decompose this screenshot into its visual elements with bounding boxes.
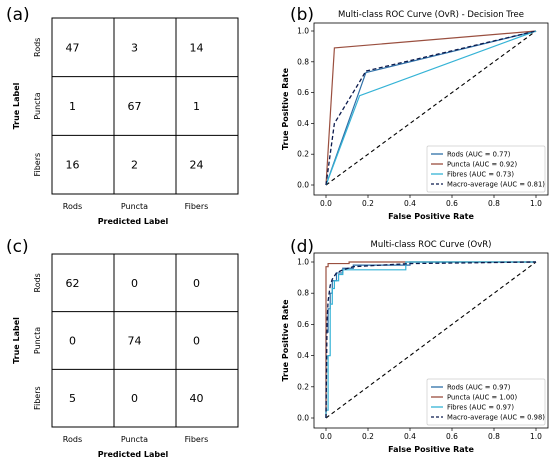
matrix-cell-value: 3: [131, 41, 138, 54]
matrix-cell-value: 0: [69, 335, 76, 348]
matrix-cell-value: 62: [65, 277, 79, 290]
y-axis-label: True Positive Rate: [281, 67, 290, 150]
matrix-cell-value: 1: [69, 100, 76, 113]
legend-entry: Fibres (AUC = 0.97): [447, 403, 514, 411]
x-tick-label: 1.0: [530, 432, 542, 441]
x-tick-label: 0.4: [404, 199, 416, 208]
y-tick-label: 0.0: [297, 414, 309, 423]
roc-series-line: [325, 261, 536, 418]
roc-series-line: [325, 30, 537, 186]
matrix-cell-value: 47: [65, 41, 79, 54]
confusion-matrix-a: 47 3 14 1 67 1 16 2 24 Rods Puncta Fibers Rods Puncta…: [12, 17, 239, 226]
matrix-cell-value: 0: [131, 277, 138, 290]
legend-entry: Rods (AUC = 0.97): [447, 383, 511, 391]
matrix-frame: [51, 17, 239, 195]
matrix-row-label: Fibers: [33, 153, 42, 177]
matrix-col-label: Fibers: [185, 435, 209, 444]
matrix-col-label: Rods: [63, 435, 82, 444]
x-tick-label: 0.2: [362, 199, 374, 208]
y-tick-label: 0.4: [297, 351, 309, 360]
x-tick-label: 0.6: [446, 199, 458, 208]
y-tick-label: 0.2: [297, 150, 309, 159]
x-axis-label: False Positive Rate: [388, 445, 474, 454]
x-tick-label: 0.0: [320, 199, 332, 208]
matrix-row-label: Puncta: [33, 92, 42, 119]
y-tick-label: 0.0: [297, 181, 309, 190]
panel-label-c: (c): [6, 237, 29, 257]
matrix-frame: [51, 253, 239, 428]
y-axis-label: True Positive Rate: [281, 299, 290, 382]
matrix-cell-value: 16: [65, 159, 79, 172]
matrix-cell-value: 0: [131, 392, 138, 405]
chart-title: Multi-class ROC Curve (OvR): [371, 240, 492, 250]
y-tick-label: 1.0: [297, 258, 309, 267]
matrix-col-label: Puncta: [121, 202, 148, 211]
confusion-matrix-c: 62 0 0 0 74 0 5 0 40 Rods Puncta Fibers Rods Puncta Fi…: [12, 253, 239, 459]
roc-chart-b: Multi-class ROC Curve (OvR) - Decision T…: [281, 10, 549, 221]
legend-entry: Macro-average (AUC = 0.81): [447, 180, 545, 188]
y-tick-label: 1.0: [297, 27, 309, 36]
matrix-x-axis-label: Predicted Label: [98, 217, 169, 226]
matrix-cell-value: 5: [69, 392, 76, 405]
x-tick-label: 1.0: [530, 199, 542, 208]
legend-entry: Puncta (AUC = 1.00): [447, 393, 517, 401]
y-tick-label: 0.2: [297, 382, 309, 391]
y-tick-label: 0.4: [297, 119, 309, 128]
matrix-cell-value: 67: [127, 100, 141, 113]
matrix-y-axis-label: True Label: [12, 317, 21, 364]
chance-line: [325, 261, 537, 419]
x-tick-label: 0.4: [404, 432, 416, 441]
matrix-x-axis-label: Predicted Label: [98, 450, 169, 459]
legend-entry: Fibres (AUC = 0.73): [447, 170, 514, 178]
roc-series-line: [325, 30, 537, 186]
y-tick-label: 0.8: [297, 289, 309, 298]
roc-series-line: [325, 30, 537, 186]
matrix-col-label: Fibers: [185, 202, 209, 211]
matrix-cell-value: 74: [127, 335, 141, 348]
x-tick-label: 0.8: [488, 199, 500, 208]
y-tick-label: 0.8: [297, 57, 309, 66]
matrix-cell-value: 2: [131, 159, 138, 172]
matrix-row-label: Rods: [33, 38, 42, 57]
y-tick-label: 0.6: [297, 88, 309, 97]
matrix-cell-value: 40: [189, 392, 203, 405]
matrix-row-label: Puncta: [33, 327, 42, 354]
matrix-col-label: Puncta: [121, 435, 148, 444]
roc-series-line: [325, 30, 537, 186]
legend-entry: Puncta (AUC = 0.92): [447, 160, 517, 168]
x-tick-label: 0.2: [362, 432, 374, 441]
panel-label-b: (b): [290, 5, 314, 25]
roc-series-line: [325, 261, 537, 419]
x-axis-label: False Positive Rate: [388, 212, 474, 221]
matrix-cell-value: 0: [193, 277, 200, 290]
x-tick-label: 0.0: [320, 432, 332, 441]
chart-title: Multi-class ROC Curve (OvR) - Decision T…: [338, 10, 524, 20]
roc-chart-d: Multi-class ROC Curve (OvR) 0.0 0.2 0.4 0.6 0…: [281, 240, 549, 454]
legend-box: [426, 145, 546, 193]
legend-entry: Macro-average (AUC = 0.98): [447, 413, 545, 421]
matrix-cell-value: 14: [189, 41, 203, 54]
x-tick-label: 0.8: [488, 432, 500, 441]
matrix-cell-value: 0: [193, 335, 200, 348]
legend-entry: Rods (AUC = 0.77): [447, 150, 511, 158]
panel-label-d: (d): [290, 237, 314, 257]
matrix-cell-value: 1: [193, 100, 200, 113]
matrix-cell-value: 24: [189, 159, 203, 172]
legend-box: [426, 378, 546, 426]
panel-label-a: (a): [6, 5, 30, 25]
matrix-col-label: Rods: [63, 202, 82, 211]
matrix-y-axis-label: True Label: [12, 82, 21, 129]
x-tick-label: 0.6: [446, 432, 458, 441]
matrix-row-label: Fibers: [33, 386, 42, 410]
y-tick-label: 0.6: [297, 320, 309, 329]
chance-line: [325, 30, 537, 186]
roc-series-line: [325, 261, 536, 418]
matrix-row-label: Rods: [33, 273, 42, 292]
